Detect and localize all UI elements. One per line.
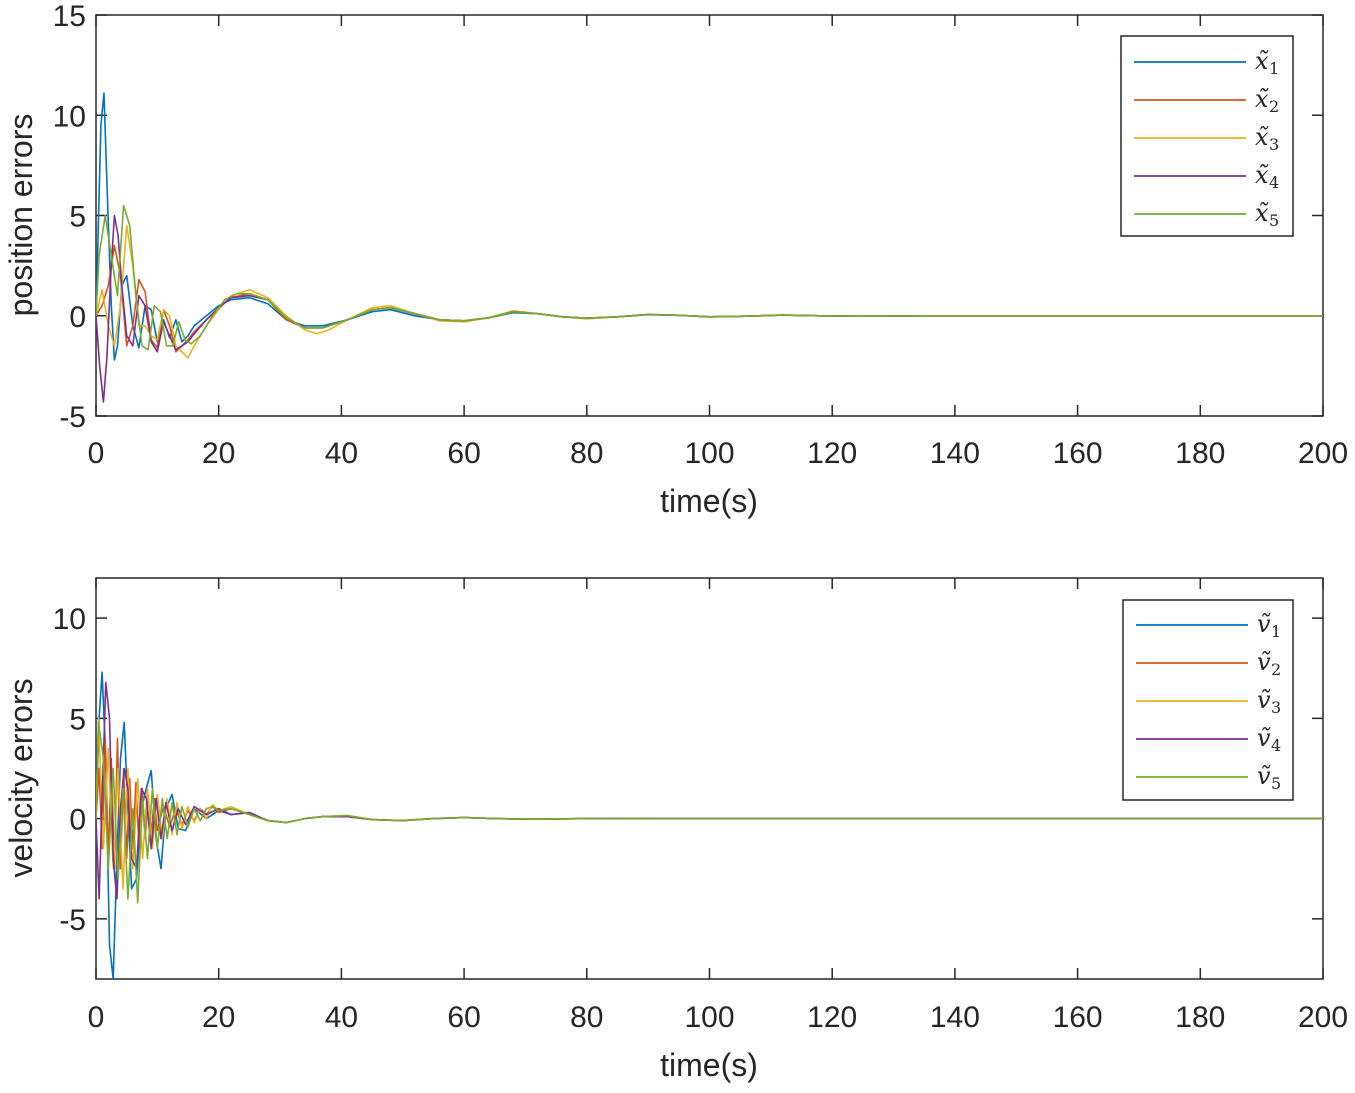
x-tick-label: 140: [930, 437, 980, 470]
x-tick-label: 140: [930, 1001, 980, 1034]
x-tick-label: 180: [1175, 437, 1225, 470]
x-tick-label: 180: [1175, 1001, 1225, 1034]
x-tick-label: 100: [684, 437, 734, 470]
x-tick-label: 60: [447, 1001, 480, 1034]
x-tick-label: 60: [447, 437, 480, 470]
legend-label-2: x̃: [1255, 85, 1269, 113]
legend-label-1: x̃: [1255, 47, 1269, 75]
position-errors-ylabel: position errors: [3, 114, 39, 317]
legend-subscript-3: 3: [1271, 698, 1281, 717]
x-tick-label: 0: [88, 437, 105, 470]
x-tick-label: 80: [570, 437, 603, 470]
y-tick-label: 10: [53, 603, 86, 636]
x-tick-label: 120: [807, 1001, 857, 1034]
position-errors-lines: [96, 92, 1323, 403]
y-tick-label: 15: [53, 0, 86, 33]
legend-label-4: ṽ: [1257, 724, 1271, 752]
legend-label-3: ṽ: [1257, 686, 1271, 714]
y-tick-label: -5: [59, 904, 86, 937]
velocity-errors-xlabel: time(s): [660, 1047, 758, 1083]
x-tick-label: 120: [807, 437, 857, 470]
x-tick-label: 200: [1298, 437, 1348, 470]
y-tick-label: 10: [53, 100, 86, 133]
x-tick-label: 0: [88, 1001, 105, 1034]
position-errors-legend-box: [1120, 35, 1294, 237]
velocity-errors-lines: [96, 671, 1323, 979]
x-tick-label: 80: [570, 1001, 603, 1034]
y-tick-label: 5: [69, 201, 86, 234]
x-tick-label: 160: [1053, 437, 1103, 470]
legend-subscript-2: 2: [1271, 660, 1281, 679]
position-errors-legend: x̃ 1x̃ 2x̃ 3x̃ 4x̃ 5: [1120, 35, 1294, 237]
x-tick-label: 200: [1298, 1001, 1348, 1034]
position-errors-xlabel: time(s): [660, 483, 758, 519]
x-tick-label: 20: [202, 437, 235, 470]
legend-subscript-5: 5: [1269, 211, 1279, 230]
legend-subscript-1: 1: [1269, 59, 1279, 78]
y-tick-label: 0: [69, 804, 86, 837]
velocity-errors-legend: ṽ 1ṽ 2ṽ 3ṽ 4ṽ 5: [1122, 599, 1294, 801]
velocity-errors-axes: 0 20 40 60 80 100 120 140 160 180 200 -5 0 5 10 time(s…: [3, 577, 1348, 1083]
legend-subscript-4: 4: [1269, 173, 1279, 192]
x-tick-label: 40: [325, 1001, 358, 1034]
legend-subscript-4: 4: [1271, 736, 1281, 755]
x-tick-label: 100: [684, 1001, 734, 1034]
series-line-5: [96, 204, 1323, 351]
x-tick-label: 160: [1053, 1001, 1103, 1034]
velocity-errors-plot-box: [95, 577, 1324, 980]
legend-label-4: x̃: [1255, 161, 1269, 189]
position-errors-ticks: [95, 14, 1324, 417]
y-tick-label: 0: [69, 301, 86, 334]
legend-subscript-3: 3: [1269, 135, 1279, 154]
series-line-5: [96, 721, 1323, 904]
velocity-errors-ylabel: velocity errors: [3, 678, 39, 877]
x-tick-label: 20: [202, 1001, 235, 1034]
legend-subscript-1: 1: [1271, 622, 1281, 641]
legend-label-1: ṽ: [1257, 610, 1271, 638]
velocity-errors-tick-labels: 0 20 40 60 80 100 120 140 160 180 200 -5 0 5 10: [53, 603, 1348, 1034]
legend-label-3: x̃: [1255, 123, 1269, 151]
legend-subscript-5: 5: [1271, 774, 1281, 793]
legend-label-2: ṽ: [1257, 648, 1271, 676]
legend-subscript-2: 2: [1269, 97, 1279, 116]
y-tick-label: -5: [59, 401, 86, 434]
x-tick-label: 40: [325, 437, 358, 470]
legend-label-5: x̃: [1255, 199, 1269, 227]
velocity-errors-legend-box: [1122, 599, 1294, 801]
y-tick-label: 5: [69, 703, 86, 736]
legend-label-5: ṽ: [1257, 762, 1271, 790]
position-errors-plot-box: [95, 14, 1324, 417]
